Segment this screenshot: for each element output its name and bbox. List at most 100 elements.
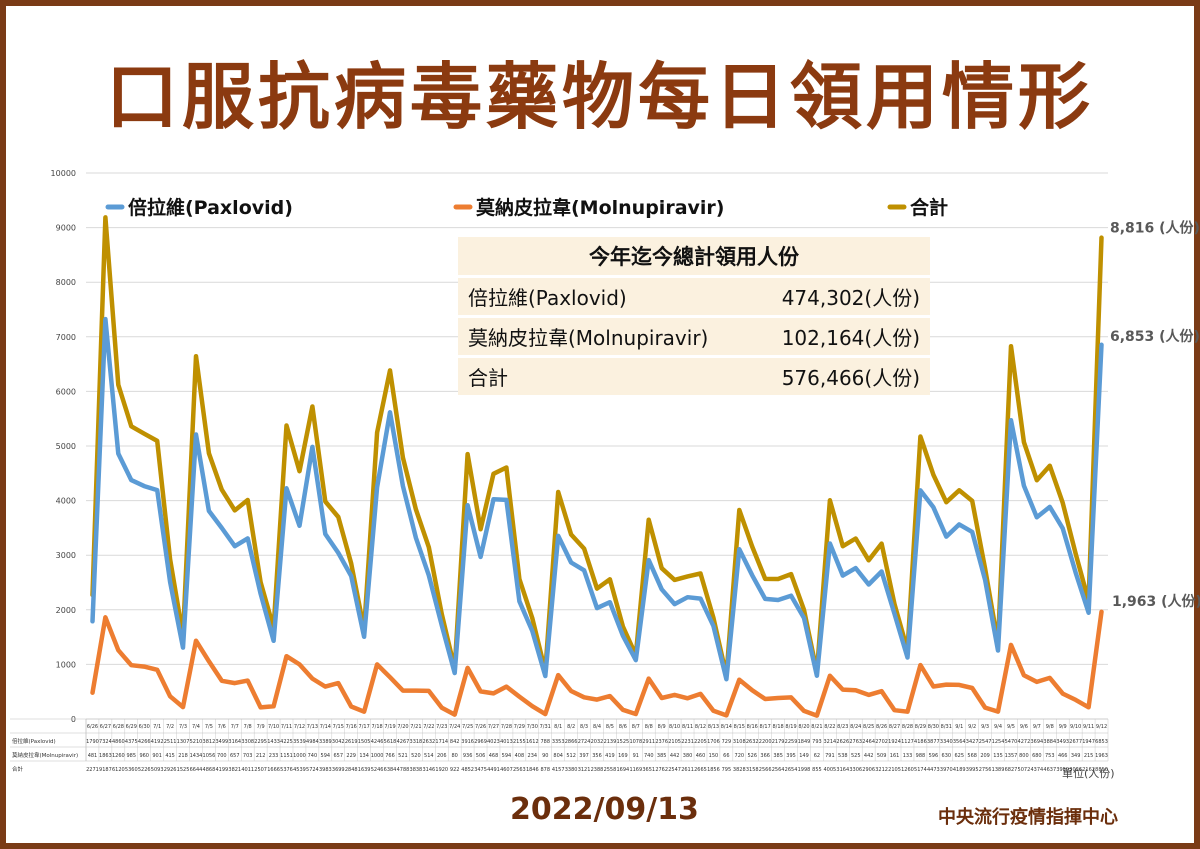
x-tick-label: 7/6 <box>218 724 226 730</box>
table-cell: 2632 <box>422 739 435 745</box>
table-cell: 5072 <box>1018 767 1031 773</box>
table-cell: 2848 <box>345 767 358 773</box>
x-tick-label: 8/12 <box>695 724 706 730</box>
table-cell: 4272 <box>1018 739 1031 745</box>
x-tick-label: 7/4 <box>192 724 200 730</box>
x-tick-label: 7/18 <box>371 724 382 730</box>
x-tick-label: 8/15 <box>734 724 745 730</box>
table-cell: 233 <box>269 753 279 759</box>
end-label: 8,816 (人份) <box>1110 220 1200 237</box>
table-cell: 2969 <box>474 739 487 745</box>
y-axis: 0 1000 2000 3000 4000 5000 6000 7000 8000 9000 100… <box>51 169 76 724</box>
table-cell: 526 <box>747 753 757 759</box>
table-cell: 2611 <box>681 767 694 773</box>
table-cell: 2105 <box>888 767 901 773</box>
table-cell: 169 <box>618 753 628 759</box>
table-cell: 1694 <box>617 767 630 773</box>
table-cell: 740 <box>644 753 654 759</box>
unit-label: 單位(人份) <box>1062 767 1115 780</box>
table-cell: 1307 <box>177 739 190 745</box>
table-cell: 3812 <box>203 739 216 745</box>
x-tick-label: 8/1 <box>554 724 562 730</box>
table-cell: 1127 <box>901 739 914 745</box>
series-line <box>90 316 1104 682</box>
x-tick-label: 7/28 <box>501 724 512 730</box>
table-cell: 1525 <box>617 739 630 745</box>
table-cell: 657 <box>333 753 343 759</box>
table-cell: 4189 <box>953 767 966 773</box>
table-cell: 568 <box>967 753 977 759</box>
table-cell: 133 <box>903 753 913 759</box>
table-cell: 1863 <box>99 753 112 759</box>
table-cell: 442 <box>670 753 680 759</box>
legend-label: 莫納皮拉韋(Molnupiravir) <box>476 196 724 219</box>
table-cell: 740 <box>308 753 318 759</box>
table-row-label: 莫納皮拉韋(Molnupiravir) <box>12 751 78 759</box>
y-tick-label: 8000 <box>56 278 76 287</box>
x-tick-label: 6/26 <box>87 724 98 730</box>
table-cell: 4607 <box>500 767 513 773</box>
x-tick-label: 7/15 <box>333 724 344 730</box>
table-cell: 3121 <box>578 767 591 773</box>
table-cell: 7324 <box>99 739 112 745</box>
table-cell: 1856 <box>707 767 720 773</box>
x-tick-label: 7/16 <box>346 724 357 730</box>
table-cell: 4192 <box>151 739 164 745</box>
table-cell: 3158 <box>746 767 759 773</box>
table-cell: 3959 <box>1056 767 1069 773</box>
x-tick-label: 7/23 <box>436 724 447 730</box>
x-tick-label: 9/7 <box>1033 724 1041 730</box>
table-cell: 6827 <box>1005 767 1018 773</box>
table-cell: 4266 <box>138 739 151 745</box>
table-cell: 753 <box>1045 753 1055 759</box>
table-cell: 625 <box>954 753 964 759</box>
table-cell: 1947 <box>1082 739 1095 745</box>
x-tick-label: 8/4 <box>593 724 601 730</box>
table-cell: 3427 <box>966 739 979 745</box>
table-cell: 234 <box>528 753 538 759</box>
table-cell: 1505 <box>358 739 371 745</box>
table-cell: 2926 <box>164 767 177 773</box>
table-cell: 3499 <box>215 739 228 745</box>
table-cell: 988 <box>916 753 926 759</box>
table-cell: 1434 <box>190 753 203 759</box>
table-cell: 8816 <box>1095 767 1108 773</box>
x-tick-label: 7/30 <box>527 724 538 730</box>
table-cell: 3212 <box>875 767 888 773</box>
x-tick-label: 7/22 <box>423 724 434 730</box>
x-tick-label: 9/1 <box>955 724 963 730</box>
x-tick-label: 8/5 <box>606 724 614 730</box>
summary-label: 倍拉維(Paxlovid) <box>458 278 752 315</box>
table-cell: 594 <box>321 753 331 759</box>
x-tick-label: 9/5 <box>1007 724 1015 730</box>
table-cell: 91 <box>633 753 639 759</box>
table-cell: 985 <box>127 753 137 759</box>
table-cell: 1849 <box>798 739 811 745</box>
x-tick-label: 7/21 <box>410 724 421 730</box>
table-cell: 700 <box>217 753 227 759</box>
table-cell: 2654 <box>785 767 798 773</box>
table-cell: 1790 <box>86 739 99 745</box>
series-line <box>90 215 1104 678</box>
x-tick-label: 7/20 <box>397 724 408 730</box>
x-tick-label: 9/2 <box>968 724 976 730</box>
x-tick-label: 8/23 <box>837 724 848 730</box>
table-cell: 4374 <box>1030 767 1043 773</box>
table-cell: 3838 <box>410 767 423 773</box>
table-cell: 466 <box>1058 753 1068 759</box>
table-cell: 4788 <box>397 767 410 773</box>
table-cell: 4186 <box>914 739 927 745</box>
end-label: 6,853 (人份) <box>1110 328 1200 345</box>
legend-label: 倍拉維(Paxlovid) <box>128 196 293 219</box>
x-tick-label: 8/27 <box>889 724 900 730</box>
y-tick-label: 4000 <box>56 497 76 506</box>
table-cell: 3340 <box>940 739 953 745</box>
table-cell: 1169 <box>629 767 642 773</box>
summary-value: 102,164(人份) <box>751 318 930 355</box>
table-cell: 3306 <box>849 767 862 773</box>
table-cell: 4539 <box>293 767 306 773</box>
y-tick-label: 0 <box>71 715 76 724</box>
table-cell: 1525 <box>177 767 190 773</box>
table-cell: 2376 <box>655 739 668 745</box>
table-cell: 419 <box>605 753 615 759</box>
